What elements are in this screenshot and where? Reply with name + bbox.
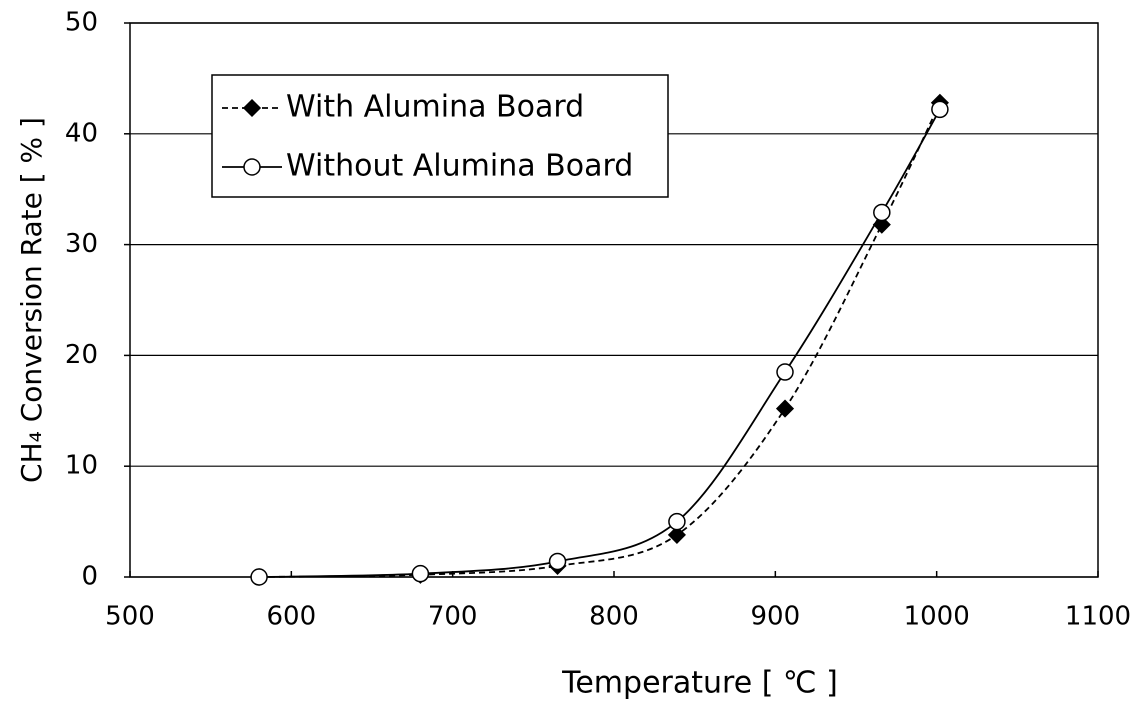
legend-box bbox=[211, 74, 669, 198]
marker bbox=[931, 100, 949, 119]
y-axis-label: CH₄ Conversion Rate [ % ] bbox=[15, 117, 48, 483]
marker bbox=[548, 552, 567, 571]
marker bbox=[776, 363, 794, 381]
legend-marker bbox=[242, 98, 262, 118]
x-tick-label: 600 bbox=[267, 602, 317, 632]
x-tick-label: 500 bbox=[105, 602, 155, 632]
legend-label: Without Alumina Board bbox=[286, 149, 633, 184]
x-tick-label: 800 bbox=[589, 602, 639, 632]
marker bbox=[411, 564, 430, 583]
y-tick-label: 50 bbox=[65, 8, 98, 38]
marker bbox=[873, 203, 891, 222]
x-axis-label: Temperature [ ℃ ] bbox=[561, 666, 838, 701]
marker bbox=[667, 525, 686, 544]
legend-label: With Alumina Board bbox=[286, 90, 584, 125]
y-tick-label: 0 bbox=[81, 562, 98, 592]
x-tick-label: 1100 bbox=[1065, 602, 1131, 632]
y-tick-label: 30 bbox=[65, 229, 98, 259]
y-tick-label: 20 bbox=[65, 340, 98, 370]
x-tick-label: 700 bbox=[428, 602, 478, 632]
marker bbox=[250, 568, 268, 586]
x-tick-label: 1000 bbox=[904, 602, 970, 632]
marker bbox=[775, 399, 795, 418]
legend-marker bbox=[243, 158, 261, 176]
marker bbox=[668, 512, 686, 531]
legend: With Alumina Board Without Alumina Board bbox=[211, 74, 669, 198]
y-tick-label: 10 bbox=[65, 451, 98, 481]
x-tick-label: 900 bbox=[751, 602, 801, 632]
y-tick-label: 40 bbox=[65, 118, 98, 148]
